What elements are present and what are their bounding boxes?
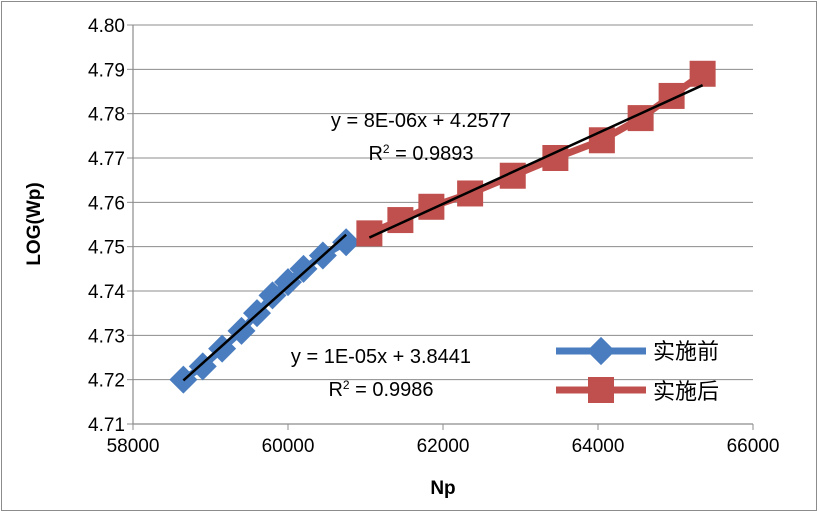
y-tick-label-1: 4.72 — [88, 371, 125, 392]
equation-before: y = 1E-05x + 3.8441 R2 = 0.9986 — [291, 346, 471, 401]
tick-labels: 4.71 4.72 4.73 4.74 4.75 4.76 4.77 4.78 4.79 4.80… — [88, 16, 779, 457]
equation-after-formula: y = 8E-06x + 4.2577 — [331, 110, 511, 132]
y-tick-label-6: 4.77 — [88, 149, 125, 170]
point-1-3 — [457, 180, 484, 207]
y-tick-label-5: 4.76 — [88, 193, 125, 214]
point-0-6 — [274, 268, 302, 297]
trendline-1 — [368, 84, 704, 239]
point-0-5 — [258, 281, 287, 310]
point-1-9 — [689, 60, 716, 87]
y-tick-label-3: 4.74 — [88, 282, 125, 303]
y-tick-label-9: 4.80 — [88, 16, 125, 37]
axes — [132, 25, 753, 425]
x-tick-label-1: 60000 — [262, 436, 315, 457]
x-tick-label-4: 66000 — [727, 436, 780, 457]
legend-label-before: 实施前 — [653, 340, 719, 365]
legend-marker-before — [586, 336, 616, 366]
legend-marker-after — [588, 377, 614, 403]
point-0-7 — [289, 254, 318, 283]
y-tick-label-4: 4.75 — [88, 238, 125, 259]
y-tick-label-8: 4.79 — [88, 60, 125, 81]
point-0-2 — [208, 334, 237, 363]
legend: 实施前 实施后 — [556, 336, 719, 405]
equation-after-r2: R2 = 0.9893 — [368, 142, 473, 165]
y-tick-label-2: 4.73 — [88, 326, 125, 347]
trendline-0 — [182, 233, 347, 382]
y-tick-label-0: 4.71 — [88, 415, 125, 436]
point-0-1 — [188, 352, 217, 381]
x-tick-label-2: 62000 — [417, 436, 470, 457]
x-tick-label-3: 64000 — [572, 436, 625, 457]
trendline-layer — [182, 84, 704, 382]
x-tick-label-0: 58000 — [107, 436, 160, 457]
legend-item-after: 实施后 — [556, 377, 719, 405]
equation-before-formula: y = 1E-05x + 3.8441 — [291, 346, 471, 368]
legend-label-after: 实施后 — [653, 380, 719, 405]
x-axis-title: Np — [430, 478, 455, 499]
legend-item-before: 实施前 — [556, 336, 719, 366]
point-0-9 — [332, 228, 361, 257]
y-axis-title: LOG(Wp) — [24, 182, 45, 265]
equation-after: y = 8E-06x + 4.2577 R2 = 0.9893 — [331, 110, 511, 165]
series-layer — [169, 60, 716, 394]
equation-before-r2: R2 = 0.9986 — [328, 378, 433, 401]
point-1-2 — [418, 193, 445, 220]
point-0-3 — [227, 316, 256, 345]
series-line-0 — [181, 239, 348, 383]
y-tick-label-7: 4.78 — [88, 105, 125, 126]
